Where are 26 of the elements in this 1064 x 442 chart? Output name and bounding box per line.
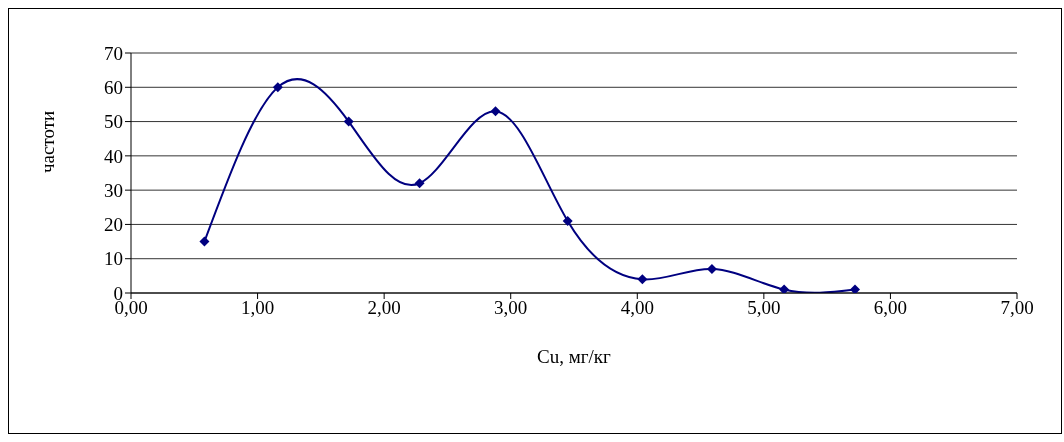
point (779, 284, 790, 293)
point (414, 178, 425, 189)
x-tick-label: 5,00 (747, 297, 781, 319)
point (272, 82, 283, 93)
x-tick-label: 7,00 (1000, 297, 1034, 319)
y-tick-label: 70 (104, 42, 123, 64)
x-tick-label: 1,00 (240, 297, 275, 319)
x-tick-label: 4,00 (620, 297, 654, 319)
point (562, 216, 573, 226)
point (343, 116, 354, 127)
point (637, 274, 648, 285)
point (199, 236, 210, 247)
y-axis-title: частоти (36, 110, 58, 173)
y-tick-label: 30 (104, 179, 123, 201)
x-axis-title: Cu, мг/кг (537, 346, 612, 367)
point (706, 264, 717, 274)
x-tick-label: 3,00 (494, 297, 528, 319)
y-tick-label: 40 (104, 145, 123, 167)
y-tick-label: 60 (104, 77, 123, 99)
y-tick-label: 10 (104, 248, 123, 270)
x-tick-label: 6,00 (873, 297, 908, 319)
point (849, 284, 860, 293)
y-tick-label: 50 (104, 111, 123, 133)
y-tick-label: 20 (104, 214, 123, 236)
point (490, 106, 501, 117)
x-tick-label: 2,00 (367, 297, 401, 319)
